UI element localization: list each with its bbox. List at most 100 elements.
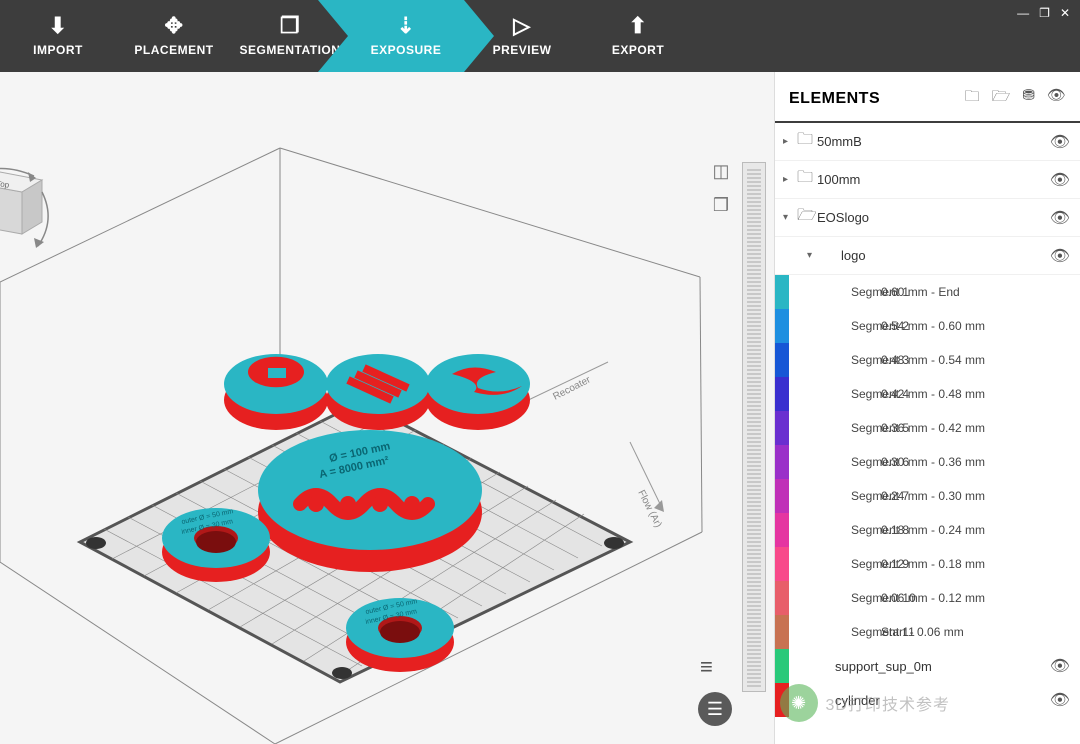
segment-row[interactable]: Segment 11Start - 0.06 mm	[775, 615, 1080, 649]
tree-item-label: 100mm	[817, 172, 1050, 187]
expand-arrow-icon[interactable]: ▸	[783, 174, 797, 185]
filter-icon[interactable]: ⛃	[1022, 86, 1035, 111]
layer-slider[interactable]	[742, 162, 766, 692]
segment-name: Segment 5	[789, 421, 875, 435]
panel-header: ELEMENTS 🗀 🗁 ⛃ 👁	[775, 72, 1080, 123]
nav-import[interactable]: ⬇ IMPORT	[0, 0, 116, 72]
segment-row[interactable]: Segment 70.24 mm - 0.30 mm	[775, 479, 1080, 513]
top-nav: ⬇ IMPORT ✥ PLACEMENT ❐ SEGMENTATION ⇣ EX…	[0, 0, 1080, 72]
segment-swatch	[775, 309, 789, 343]
cube-view-icon[interactable]: ◫	[710, 160, 732, 182]
wechat-icon: ✺	[780, 684, 818, 722]
segment-swatch	[775, 275, 789, 309]
exposure-icon: ⇣	[397, 15, 416, 37]
segment-row[interactable]: Segment 80.18 mm - 0.24 mm	[775, 513, 1080, 547]
segment-row[interactable]: Segment 100.06 mm - 0.12 mm	[775, 581, 1080, 615]
segment-range: 0.36 mm - 0.42 mm	[875, 421, 1080, 435]
watermark: ✺ 3D打印技术参考	[780, 684, 950, 722]
3d-viewport[interactable]: Recoater Flow (Ar)	[0, 72, 774, 744]
segment-swatch	[775, 377, 789, 411]
minimize-button[interactable]: —	[1017, 6, 1029, 20]
import-icon: ⬇	[49, 15, 68, 37]
tree-row[interactable]: ▸🗀50mmB👁	[775, 123, 1080, 161]
segment-range: Start - 0.06 mm	[875, 625, 1080, 639]
nav-label: PREVIEW	[493, 43, 552, 57]
visibility-eye-icon[interactable]: 👁	[1050, 132, 1070, 152]
settings-fab[interactable]: ☰	[698, 692, 732, 726]
folder-icon: 🗀	[797, 128, 817, 155]
layers-icon[interactable]: ❒	[710, 194, 732, 216]
segment-range: 0.54 mm - 0.60 mm	[875, 319, 1080, 333]
segment-swatch	[775, 445, 789, 479]
tree-row[interactable]: ▸🗀100mm👁	[775, 161, 1080, 199]
visibility-eye-icon[interactable]: 👁	[1050, 170, 1070, 190]
element-row[interactable]: support_sup_0m👁	[775, 649, 1080, 683]
nav-label: EXPORT	[612, 43, 664, 57]
tree-item-label: EOSlogo	[817, 210, 1050, 225]
tree-row[interactable]: ▾ logo👁	[775, 237, 1080, 275]
segment-name: Segment 10	[789, 591, 875, 605]
eye-icon[interactable]: 👁	[1047, 86, 1066, 111]
watermark-text: 3D打印技术参考	[826, 691, 950, 715]
segment-row[interactable]: Segment 50.36 mm - 0.42 mm	[775, 411, 1080, 445]
expand-arrow-icon[interactable]: ▾	[783, 212, 797, 223]
tree-row[interactable]: ▾🗁EOSlogo👁	[775, 199, 1080, 237]
maximize-button[interactable]: ❐	[1039, 6, 1050, 20]
segment-name: Segment 7	[789, 489, 875, 503]
elements-panel: ELEMENTS 🗀 🗁 ⛃ 👁 ▸🗀50mmB👁▸🗀100mm👁▾🗁EOSlo…	[774, 72, 1080, 744]
segment-name: Segment 3	[789, 353, 875, 367]
segment-swatch	[775, 513, 789, 547]
segment-swatch	[775, 615, 789, 649]
segment-name: Segment 4	[789, 387, 875, 401]
nav-exposure[interactable]: ⇣ EXPOSURE	[348, 0, 464, 72]
visibility-eye-icon[interactable]: 👁	[1050, 208, 1070, 228]
visibility-eye-icon[interactable]: 👁	[1050, 246, 1070, 266]
segment-swatch	[775, 343, 789, 377]
new-folder-icon[interactable]: 🗁	[992, 86, 1011, 111]
segment-range: 0.06 mm - 0.12 mm	[875, 591, 1080, 605]
nav-cube[interactable]: Top	[0, 162, 714, 744]
segment-row[interactable]: Segment 20.54 mm - 0.60 mm	[775, 309, 1080, 343]
tree-item-label: 50mmB	[817, 134, 1050, 149]
segment-swatch	[775, 581, 789, 615]
folder-icon: 🗀	[797, 166, 817, 193]
segmentation-icon: ❐	[280, 15, 300, 37]
segment-range: 0.42 mm - 0.48 mm	[875, 387, 1080, 401]
nav-export[interactable]: ⬆ EXPORT	[580, 0, 696, 72]
preview-icon: ▷	[513, 15, 530, 37]
nav-label: EXPOSURE	[371, 43, 442, 57]
segment-range: 0.24 mm - 0.30 mm	[875, 489, 1080, 503]
element-label: support_sup_0m	[789, 659, 1050, 674]
segment-row[interactable]: Segment 90.12 mm - 0.18 mm	[775, 547, 1080, 581]
export-icon: ⬆	[629, 15, 648, 37]
visibility-eye-icon[interactable]: 👁	[1050, 690, 1080, 710]
placement-icon: ✥	[165, 15, 184, 37]
segment-swatch	[775, 547, 789, 581]
segment-range: 0.60 mm - End	[875, 285, 1080, 299]
segment-swatch	[775, 411, 789, 445]
viewport-tools: ◫ ❒	[708, 160, 734, 216]
segment-row[interactable]: Segment 40.42 mm - 0.48 mm	[775, 377, 1080, 411]
window-controls: — ❐ ✕	[1017, 6, 1070, 20]
expand-arrow-icon[interactable]: ▾	[807, 250, 821, 261]
segment-range: 0.12 mm - 0.18 mm	[875, 557, 1080, 571]
segment-row[interactable]: Segment 30.48 mm - 0.54 mm	[775, 343, 1080, 377]
color-swatch	[775, 649, 789, 683]
folder-icon[interactable]: 🗀	[965, 86, 980, 111]
segment-name: Segment 9	[789, 557, 875, 571]
nav-label: IMPORT	[33, 43, 83, 57]
segment-name: Segment 8	[789, 523, 875, 537]
tree-item-label: logo	[841, 248, 1050, 263]
menu-icon[interactable]: ≡	[700, 654, 730, 680]
close-button[interactable]: ✕	[1060, 6, 1070, 20]
segment-name: Segment 11	[789, 625, 875, 639]
nav-placement[interactable]: ✥ PLACEMENT	[116, 0, 232, 72]
segment-row[interactable]: Segment 10.60 mm - End	[775, 275, 1080, 309]
segment-range: 0.18 mm - 0.24 mm	[875, 523, 1080, 537]
segment-row[interactable]: Segment 60.30 mm - 0.36 mm	[775, 445, 1080, 479]
nav-preview[interactable]: ▷ PREVIEW	[464, 0, 580, 72]
expand-arrow-icon[interactable]: ▸	[783, 136, 797, 147]
segment-range: 0.30 mm - 0.36 mm	[875, 455, 1080, 469]
visibility-eye-icon[interactable]: 👁	[1050, 656, 1080, 676]
folder-icon: 🗁	[797, 204, 817, 231]
